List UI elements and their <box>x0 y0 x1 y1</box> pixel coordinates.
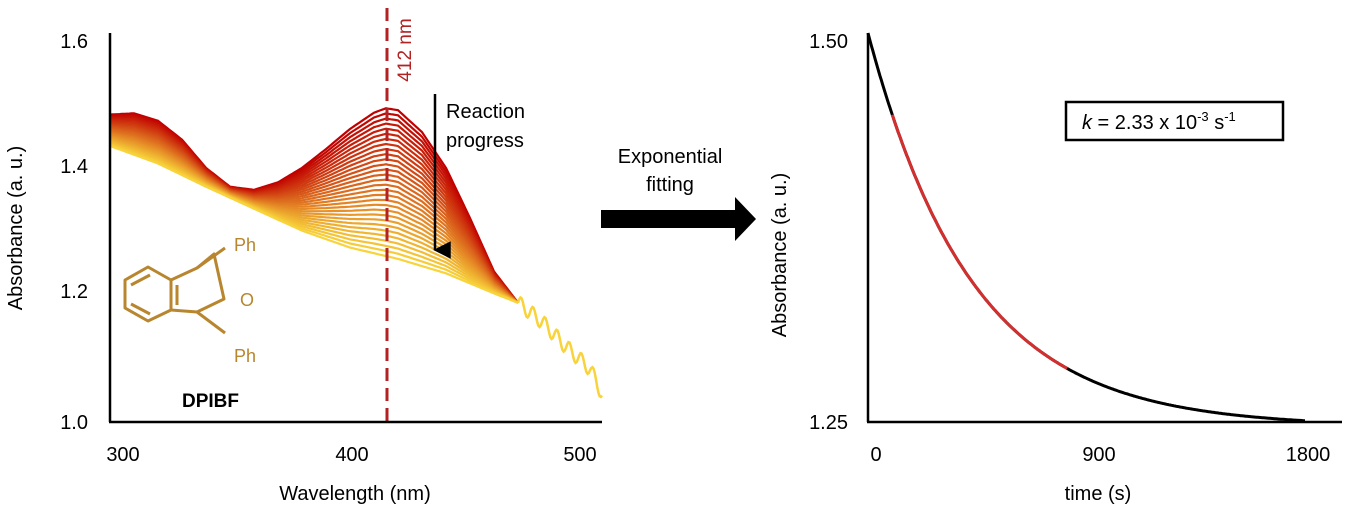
decay-fit-line <box>890 114 1068 370</box>
rate-exponent-2: -1 <box>1224 109 1236 124</box>
spectrum-line <box>109 132 519 304</box>
spectra-chart: 412 nm Reaction progress Ph O Ph DPIBF 1… <box>5 8 603 505</box>
molecule-label: DPIBF <box>182 391 239 412</box>
right-y-tick: 1.50 <box>809 31 848 53</box>
left-x-tick: 500 <box>563 444 596 466</box>
left-y-tick: 1.2 <box>60 281 88 303</box>
wavelength-marker-label: 412 nm <box>395 18 416 81</box>
left-y-tick: 1.6 <box>60 31 88 53</box>
spectrum-tail-line <box>516 295 603 399</box>
decay-data-line <box>866 32 1305 423</box>
spectra-tail-group <box>516 295 603 399</box>
rate-exponent-1: -3 <box>1197 109 1209 124</box>
rate-value: = 2.33 x 10 <box>1092 112 1197 134</box>
right-y-axis-label: Absorbance (a. u.) <box>769 173 791 338</box>
rate-unit: s <box>1209 112 1225 134</box>
molecule-ph-bottom: Ph <box>234 346 256 366</box>
rate-constant-box: k = 2.33 x 10-3 s-1 <box>1064 100 1285 142</box>
right-arrow-icon <box>601 197 756 241</box>
annotation-line-2: progress <box>446 130 524 152</box>
molecule-ph-top: Ph <box>234 235 256 255</box>
spectrum-line <box>109 142 519 304</box>
annotation-line-1: Reaction <box>446 101 525 123</box>
right-x-tick: 900 <box>1082 444 1115 466</box>
svg-text:k = 2.33 x 10-3 s-1: k = 2.33 x 10-3 s-1 <box>1082 109 1236 134</box>
spectrum-line <box>109 144 519 304</box>
dpibf-molecule <box>123 246 226 335</box>
kinetics-chart: 1.50 1.25 0 900 1800 time (s) Absorbance… <box>769 31 1342 505</box>
right-y-tick: 1.25 <box>809 412 848 434</box>
right-x-tick: 0 <box>870 444 881 466</box>
center-label-line-2: fitting <box>646 174 694 196</box>
right-x-axis-label: time (s) <box>1065 483 1132 505</box>
left-x-tick: 300 <box>106 444 139 466</box>
spectrum-line <box>109 128 519 304</box>
left-x-axis-label: Wavelength (nm) <box>279 483 431 505</box>
spectrum-line <box>109 140 519 304</box>
center-label-line-1: Exponential <box>618 146 723 168</box>
left-y-tick: 1.4 <box>60 156 88 178</box>
left-y-tick: 1.0 <box>60 412 88 434</box>
spectrum-line <box>109 143 519 304</box>
center-transition: Exponential fitting <box>601 146 756 241</box>
right-x-tick: 1800 <box>1286 444 1331 466</box>
rate-k-symbol: k <box>1082 112 1093 134</box>
left-x-tick: 400 <box>335 444 368 466</box>
left-y-axis-label: Absorbance (a. u.) <box>5 146 27 311</box>
molecule-oxygen: O <box>240 290 254 310</box>
